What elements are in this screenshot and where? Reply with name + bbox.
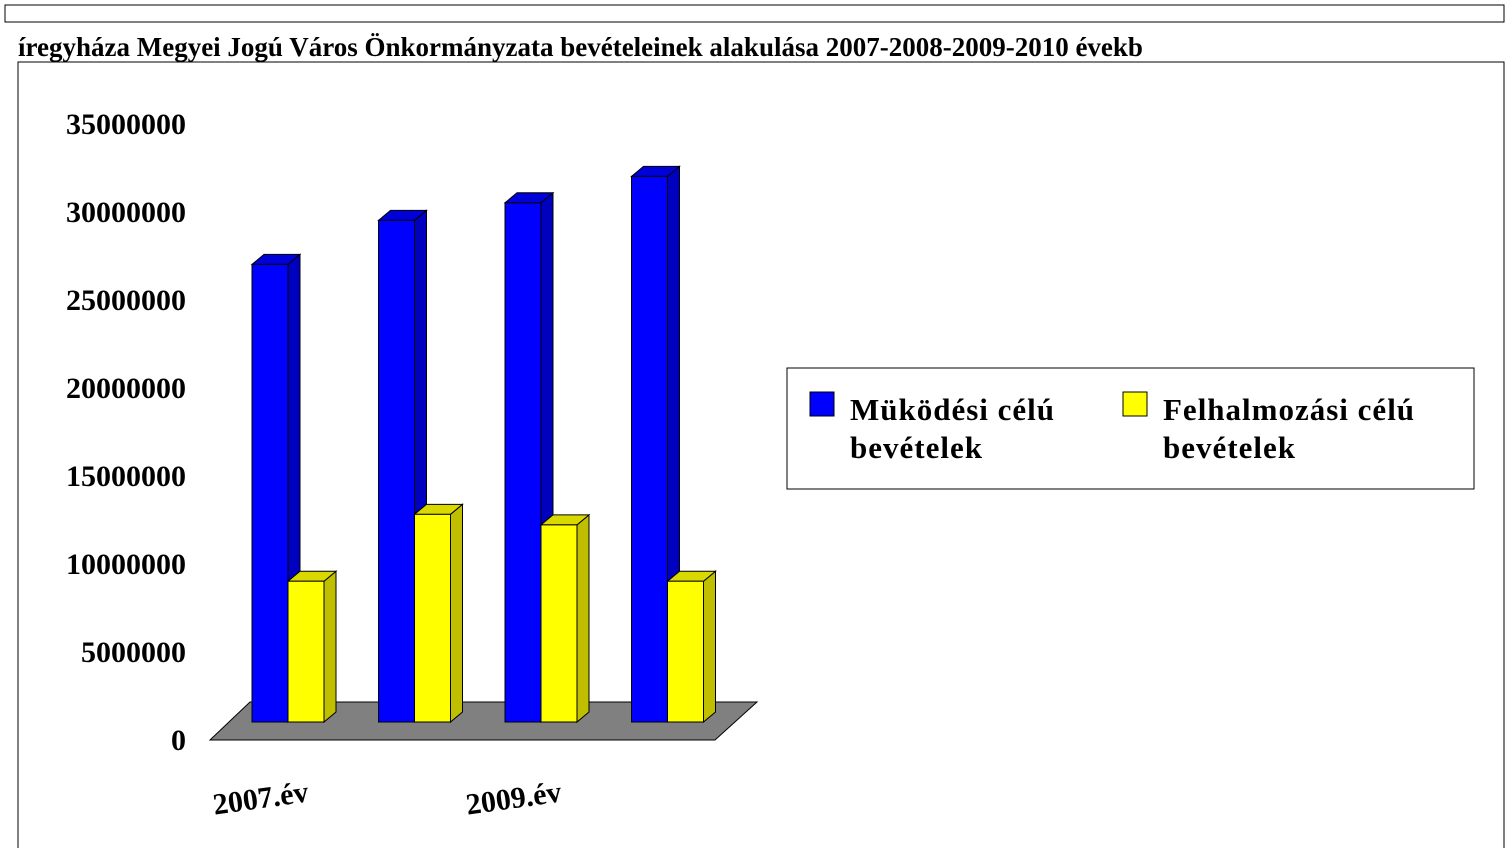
y-tick-label: 0 — [171, 724, 186, 757]
bar-side — [703, 570, 716, 724]
top-frame — [4, 4, 1505, 23]
bar-front — [251, 263, 289, 723]
x-tick-label: 2007.év — [211, 776, 310, 822]
y-tick-label: 35000000 — [66, 108, 186, 141]
bar-front — [378, 219, 415, 723]
bar-front — [667, 580, 704, 723]
bar-side — [450, 503, 463, 724]
floor — [208, 701, 759, 741]
bar-side — [323, 570, 337, 724]
legend-swatch — [809, 391, 835, 417]
bar — [413, 503, 464, 724]
y-tick-label: 10000000 — [66, 548, 186, 581]
y-tick-label: 15000000 — [66, 460, 186, 493]
bar-front — [287, 580, 325, 723]
x-tick-label: 2009.év — [464, 776, 563, 822]
bar-front — [540, 524, 578, 723]
y-tick-label: 25000000 — [66, 284, 186, 317]
y-tick-label: 5000000 — [81, 636, 186, 669]
bar-front — [414, 513, 451, 723]
bar — [666, 570, 717, 724]
y-tick-label: 20000000 — [66, 372, 186, 405]
bar-front — [504, 202, 542, 723]
chart-frame — [17, 61, 1505, 853]
legend-label: Müködési célú bevételek — [850, 392, 1055, 465]
chart-title: íregyháza Megyei Jogú Város Önkormányzat… — [18, 32, 1143, 62]
bar — [539, 513, 591, 724]
bar-front — [631, 175, 668, 723]
legend-swatch — [1122, 391, 1148, 417]
y-tick-label: 30000000 — [66, 196, 186, 229]
bar — [286, 570, 338, 724]
legend — [786, 367, 1475, 490]
legend-label: Felhalmozási célú bevételek — [1163, 392, 1415, 465]
bar-side — [576, 513, 590, 724]
